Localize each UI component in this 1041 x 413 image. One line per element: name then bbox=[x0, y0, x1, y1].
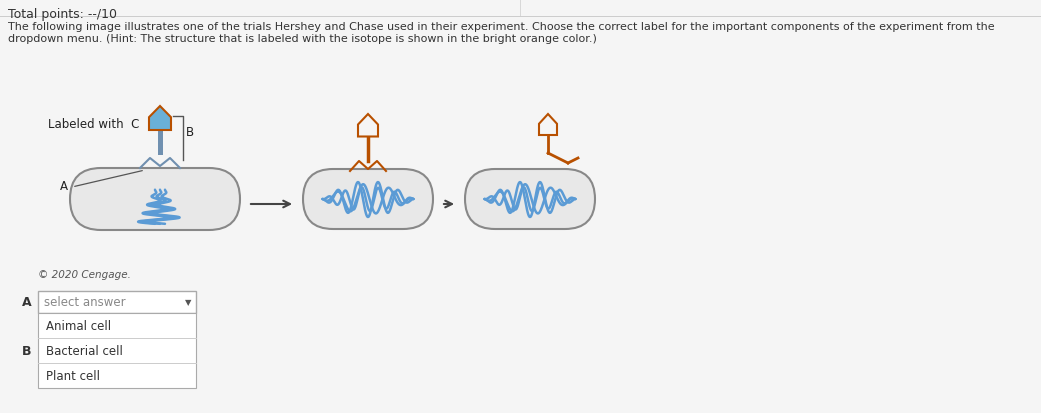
Polygon shape bbox=[149, 107, 171, 131]
Text: ▼: ▼ bbox=[184, 298, 192, 307]
Text: select answer: select answer bbox=[44, 296, 126, 309]
FancyBboxPatch shape bbox=[70, 169, 240, 230]
FancyBboxPatch shape bbox=[39, 291, 196, 313]
Text: Animal cell: Animal cell bbox=[46, 319, 111, 332]
Text: Bacterial cell: Bacterial cell bbox=[46, 344, 123, 357]
Polygon shape bbox=[539, 115, 557, 136]
Text: Total points: --/10: Total points: --/10 bbox=[8, 8, 117, 21]
Text: Plant cell: Plant cell bbox=[46, 369, 100, 382]
Text: A: A bbox=[22, 296, 31, 309]
FancyBboxPatch shape bbox=[465, 170, 595, 230]
Text: The following image illustrates one of the trials Hershey and Chase used in thei: The following image illustrates one of t… bbox=[8, 22, 994, 32]
Polygon shape bbox=[358, 115, 378, 137]
FancyBboxPatch shape bbox=[39, 313, 196, 388]
Text: B: B bbox=[22, 344, 31, 357]
FancyBboxPatch shape bbox=[303, 170, 433, 230]
Text: © 2020 Cengage.: © 2020 Cengage. bbox=[39, 269, 131, 279]
Text: dropdown menu. (Hint: The structure that is labeled with the isotope is shown in: dropdown menu. (Hint: The structure that… bbox=[8, 34, 596, 44]
Bar bbox=[157, 131, 162, 156]
Text: A: A bbox=[60, 180, 68, 192]
Text: Labeled with  C: Labeled with C bbox=[48, 118, 139, 131]
Text: B: B bbox=[186, 126, 194, 139]
